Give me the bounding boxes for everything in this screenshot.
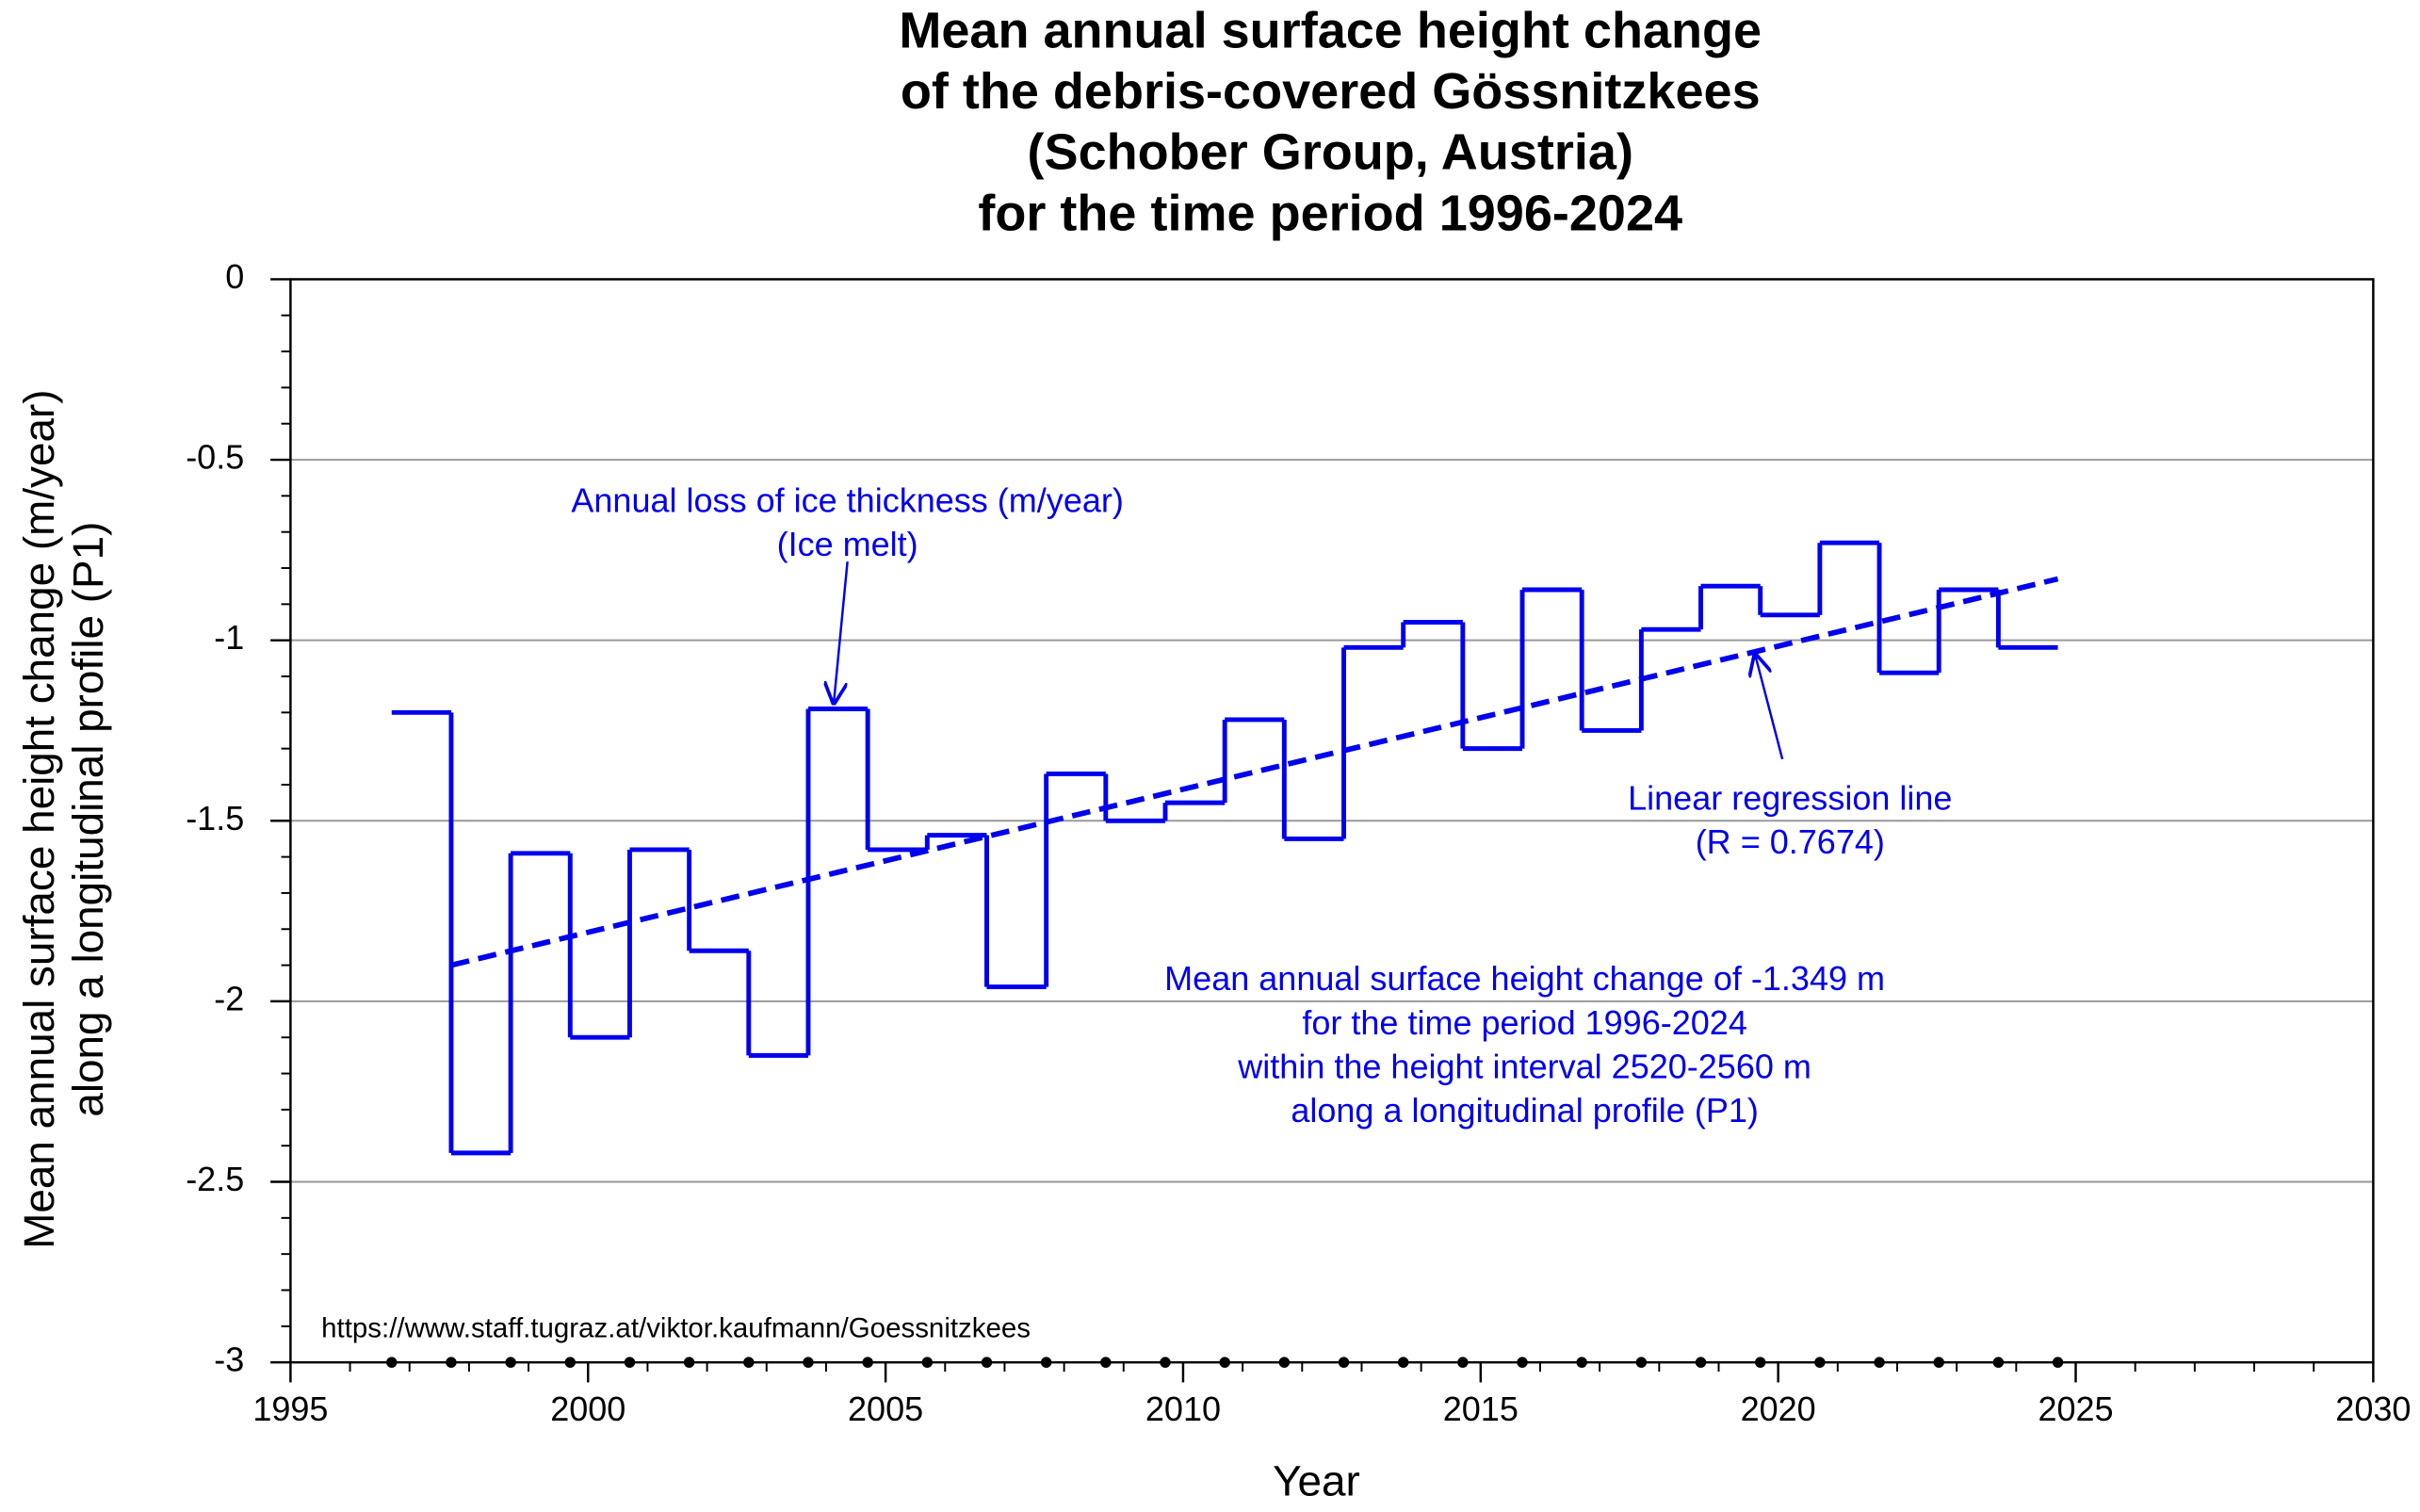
y-tick-label: 0 xyxy=(225,257,244,296)
x-axis-label: Year xyxy=(1273,1456,1360,1505)
epoch-dot xyxy=(1338,1357,1350,1368)
epoch-dot xyxy=(1576,1357,1587,1368)
epoch-dot xyxy=(1992,1357,2005,1368)
x-tick-label: 2005 xyxy=(848,1390,923,1428)
epoch-dot xyxy=(981,1357,993,1368)
regression-line xyxy=(450,576,2059,968)
chart-title: Mean annual surface height change xyxy=(899,2,1762,58)
x-tick-label: 1995 xyxy=(252,1390,328,1428)
x-tick-label: 2025 xyxy=(2038,1390,2113,1428)
y-tick-label: -2 xyxy=(214,979,244,1017)
epoch-dot xyxy=(446,1357,457,1368)
y-tick-label: -1 xyxy=(214,618,244,657)
epoch-dot xyxy=(921,1357,934,1368)
epoch-dot xyxy=(862,1357,873,1368)
y-tick-label: -1.5 xyxy=(186,799,244,837)
annotation: Linear regression line xyxy=(1628,779,1952,818)
plot-frame xyxy=(289,278,2375,1364)
annotation: Annual loss of ice thickness (m/year) xyxy=(571,480,1124,519)
epoch-dot xyxy=(1397,1357,1409,1368)
chart-title: for the time period 1996-2024 xyxy=(978,185,1682,241)
epoch-dot xyxy=(505,1357,516,1368)
annotation: within the height interval 2520-2560 m xyxy=(1237,1047,1811,1085)
epoch-dot xyxy=(1219,1357,1230,1368)
epoch-dot xyxy=(1100,1357,1112,1368)
annotation: (R = 0.7674) xyxy=(1696,822,1885,861)
epoch-dot xyxy=(1160,1357,1171,1368)
x-tick-label: 2015 xyxy=(1443,1390,1519,1428)
x-tick-label: 2020 xyxy=(1741,1390,1816,1428)
y-axis-label: Mean annual surface height change (m/yea… xyxy=(14,389,63,1248)
chart-title: (Schober Group, Austria) xyxy=(1028,124,1633,181)
annotation: for the time period 1996-2024 xyxy=(1302,1003,1747,1042)
epoch-dot xyxy=(1040,1357,1052,1368)
annotation-arrow xyxy=(834,561,849,705)
epoch-dot xyxy=(564,1357,577,1368)
epoch-dot xyxy=(803,1357,814,1368)
epoch-dot xyxy=(743,1357,755,1368)
epoch-dot xyxy=(2052,1357,2064,1368)
epoch-dot xyxy=(624,1357,636,1368)
epoch-dot xyxy=(1754,1357,1766,1368)
epoch-dot xyxy=(1814,1357,1826,1368)
epoch-dot xyxy=(1933,1357,1944,1368)
annotation-arrow xyxy=(1755,653,1784,760)
x-tick-label: 2000 xyxy=(550,1390,625,1428)
epoch-dot xyxy=(1874,1357,1885,1368)
chart-title: of the debris-covered Gössnitzkees xyxy=(901,63,1761,120)
epoch-dot xyxy=(1635,1357,1648,1368)
x-tick-label: 2030 xyxy=(2335,1390,2411,1428)
epoch-dot xyxy=(683,1357,695,1368)
annotation: along a longitudinal profile (P1) xyxy=(1291,1091,1759,1130)
epoch-dot xyxy=(1457,1357,1469,1368)
y-tick-label: -3 xyxy=(214,1341,244,1379)
annotation: https://www.staff.tugraz.at/viktor.kaufm… xyxy=(321,1313,1031,1344)
epoch-dot xyxy=(1278,1357,1291,1368)
y-tick-label: -2.5 xyxy=(186,1160,244,1198)
x-tick-label: 2010 xyxy=(1145,1390,1221,1428)
y-axis-label: along a longitudinal profile (P1) xyxy=(63,522,112,1117)
epoch-dot xyxy=(1517,1357,1528,1368)
y-tick-label: -0.5 xyxy=(186,438,244,477)
annotation: Mean annual surface height change of -1.… xyxy=(1164,959,1885,998)
annotation: (Ice melt) xyxy=(777,525,918,563)
epoch-dot xyxy=(1695,1357,1707,1368)
epoch-dot xyxy=(386,1357,398,1368)
